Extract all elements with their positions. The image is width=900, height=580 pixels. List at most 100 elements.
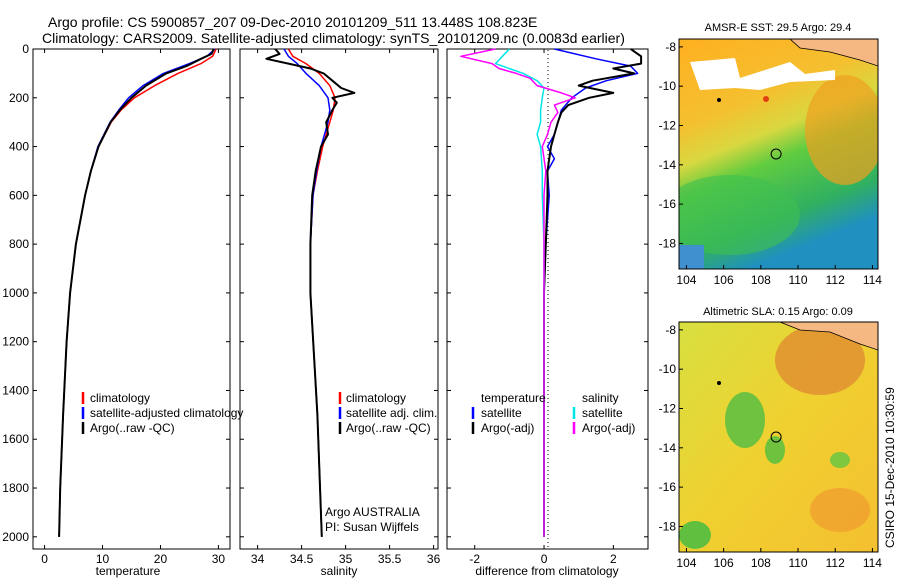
map-x-tick-label: 114 (863, 556, 882, 570)
salinity-series (265, 48, 356, 537)
sst-hot-spot (763, 96, 769, 102)
float-position-marker (770, 148, 782, 160)
sst-map: AMSR-E SST: 29.5 Argo: 29.4 104 106 108 110… (659, 22, 883, 287)
land-java (789, 39, 878, 67)
map-y-tick-label: -14 (659, 158, 677, 172)
map-x-tick-label: 104 (676, 556, 696, 570)
temperature-ticks: 0 10 20 30 0 200 400 600 800 1000 1200 1400 1600 1800… (2, 42, 230, 566)
map-y-tick-label: -12 (659, 401, 677, 415)
sst-cold-corner (679, 245, 704, 269)
salinity-chart: 34 34.5 35 35.5 36 climatology satellite adj… (239, 48, 441, 578)
map-x-tick-label: 110 (788, 556, 807, 570)
y-tick-label: 600 (9, 188, 29, 202)
legend-label-argo: Argo(..raw -QC) (346, 421, 431, 435)
sst-warm-patch (805, 75, 878, 185)
legend-label-satellite: satellite-adjusted climatology (90, 406, 243, 420)
legend-label-temp-argo: Argo(-adj) (481, 421, 534, 435)
series-line-climatology (58, 48, 217, 537)
x-tick-label: 10 (96, 552, 110, 566)
island-marker (717, 381, 721, 385)
difference-series (460, 48, 643, 537)
legend-label-argo: Argo(..raw -QC) (90, 421, 175, 435)
series-line-satellite-adjusted-climatology (58, 48, 216, 537)
map-x-tick-label: 112 (826, 273, 845, 287)
series-line-temperature-argo-adj (543, 48, 643, 537)
difference-xlabel: difference from climatology (475, 564, 618, 578)
temperature-chart: 0 10 20 30 0 200 400 600 800 1000 1200 1400 1600 1800… (2, 42, 243, 578)
sst-map-field (679, 39, 878, 269)
map-y-tick-label: -10 (659, 79, 677, 93)
sla-low-centre (765, 436, 785, 464)
map-y-tick-label: -18 (659, 236, 677, 250)
header-line-1: Argo profile: CS 5900857_207 09-Dec-2010… (48, 14, 537, 30)
sla-low-west (725, 392, 765, 448)
series-line-argo-raw-qc (265, 48, 356, 537)
temperature-series (58, 48, 217, 537)
sla-map: Altimetric SLA: 0.15 Argo: 0.09 104 106 10… (659, 306, 883, 570)
map-y-tick-label: -16 (659, 197, 677, 211)
y-tick-label: 800 (9, 237, 29, 251)
salinity-annotation-agency: Argo AUSTRALIA (325, 505, 420, 519)
sla-map-field (679, 322, 878, 552)
sla-map-title: Altimetric SLA: 0.15 Argo: 0.09 (703, 306, 853, 318)
y-tick-label: 1200 (2, 335, 29, 349)
temperature-axes-frame (32, 48, 231, 550)
difference-axes-frame (446, 48, 649, 550)
legend-label-climatology: climatology (346, 391, 406, 405)
difference-ticks: -2 0 2 (447, 48, 648, 566)
map-x-tick-label: 106 (714, 556, 734, 570)
y-tick-label: 1000 (2, 286, 29, 300)
legend-label-climatology: climatology (90, 391, 150, 405)
difference-chart: -2 0 2 temperature satellite Argo(-adj) sa… (446, 48, 649, 578)
x-tick-label: 0 (541, 552, 548, 566)
y-tick-label: 400 (9, 140, 29, 154)
land-java (779, 322, 878, 351)
sla-map-frame (678, 321, 879, 553)
sst-map-title: AMSR-E SST: 29.5 Argo: 29.4 (705, 22, 852, 34)
legend-label-satellite: satellite adj. clim. (346, 406, 437, 420)
map-y-tick-label: -16 (659, 480, 677, 494)
sla-low-east (830, 452, 850, 468)
temperature-legend: climatology satellite-adjusted climatolo… (81, 391, 243, 435)
sla-low-southwest (679, 521, 711, 549)
map-y-tick-label: -14 (659, 441, 677, 455)
y-tick-label: 200 (9, 91, 29, 105)
x-tick-label: 35.5 (378, 552, 402, 566)
y-tick-label: 0 (22, 42, 29, 56)
salinity-legend: climatology satellite adj. clim. Argo(..… (338, 391, 437, 435)
x-tick-label: 30 (212, 552, 226, 566)
map-y-tick-label: -10 (659, 362, 677, 376)
side-timestamp: CSIRO 15-Dec-2010 10:30:59 (883, 387, 897, 548)
sst-map-frame (678, 38, 879, 270)
map-x-tick-label: 112 (826, 556, 845, 570)
salinity-annotation-pi: PI: Susan Wijffels (325, 520, 419, 534)
legend-header-salinity: salinity (582, 391, 619, 405)
salinity-ticks: 34 34.5 35 35.5 36 (240, 48, 441, 566)
header-line-2: Climatology: CARS2009. Satellite-adjuste… (42, 30, 625, 46)
series-line-salinity-satellite (494, 48, 545, 537)
map-x-tick-label: 106 (714, 273, 734, 287)
legend-label-sal-satellite: satellite (582, 406, 623, 420)
map-y-tick-label: -8 (665, 40, 676, 54)
sla-high-south (810, 488, 870, 532)
map-x-tick-label: 108 (751, 273, 771, 287)
map-y-tick-label: -12 (659, 118, 677, 132)
map-x-tick-label: 114 (863, 273, 882, 287)
sst-map-ticks: 104 106 108 110 112 114 -8 -10 -12 -14 -16 -18 (659, 40, 883, 287)
legend-label-sal-argo: Argo(-adj) (582, 421, 635, 435)
x-tick-label: -2 (469, 552, 480, 566)
sst-missing-data (690, 58, 835, 90)
map-x-tick-label: 110 (788, 273, 807, 287)
sla-high-north (775, 325, 865, 395)
series-line-argo-raw-qc (58, 48, 215, 537)
salinity-axes-frame (239, 48, 439, 550)
x-tick-label: 34.5 (290, 552, 314, 566)
map-y-tick-label: -18 (659, 519, 677, 533)
island-marker (717, 98, 721, 102)
x-tick-label: 20 (154, 552, 168, 566)
x-tick-label: 0 (41, 552, 48, 566)
float-position-marker (770, 431, 782, 443)
y-tick-label: 1800 (2, 481, 29, 495)
x-tick-label: 34 (251, 552, 265, 566)
